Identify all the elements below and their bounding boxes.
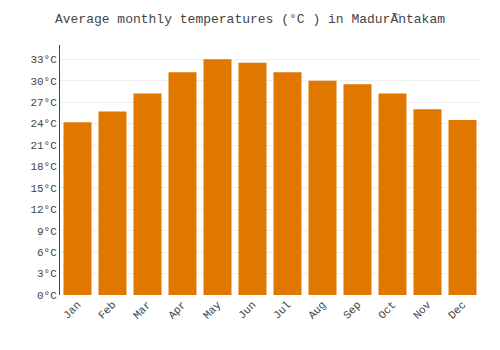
svg-text:30°C: 30°C	[30, 76, 57, 88]
svg-text:9°C: 9°C	[37, 226, 57, 238]
svg-text:18°C: 18°C	[30, 161, 57, 173]
svg-text:Sep: Sep	[341, 299, 363, 321]
svg-text:33°C: 33°C	[30, 54, 57, 66]
svg-text:12°C: 12°C	[30, 204, 57, 216]
svg-text:6°C: 6°C	[37, 247, 57, 259]
svg-text:May: May	[201, 299, 224, 322]
svg-text:Mar: Mar	[131, 299, 153, 321]
svg-text:Jun: Jun	[236, 299, 258, 321]
svg-text:Nov: Nov	[411, 299, 434, 322]
svg-text:Oct: Oct	[376, 299, 398, 321]
svg-text:Jan: Jan	[61, 299, 83, 321]
svg-text:21°C: 21°C	[30, 140, 57, 152]
svg-text:27°C: 27°C	[30, 97, 57, 109]
svg-text:Dec: Dec	[446, 299, 468, 321]
svg-text:Apr: Apr	[166, 299, 188, 321]
svg-text:3°C: 3°C	[37, 268, 57, 280]
svg-text:Aug: Aug	[306, 299, 328, 321]
svg-text:Jul: Jul	[271, 299, 293, 321]
svg-text:24°C: 24°C	[30, 118, 57, 130]
svg-text:15°C: 15°C	[30, 183, 57, 195]
svg-text:0°C: 0°C	[37, 290, 57, 302]
svg-text:Feb: Feb	[96, 299, 118, 321]
svg-text:Average monthly temperatures (: Average monthly temperatures (°C ) in Ma…	[55, 12, 445, 27]
